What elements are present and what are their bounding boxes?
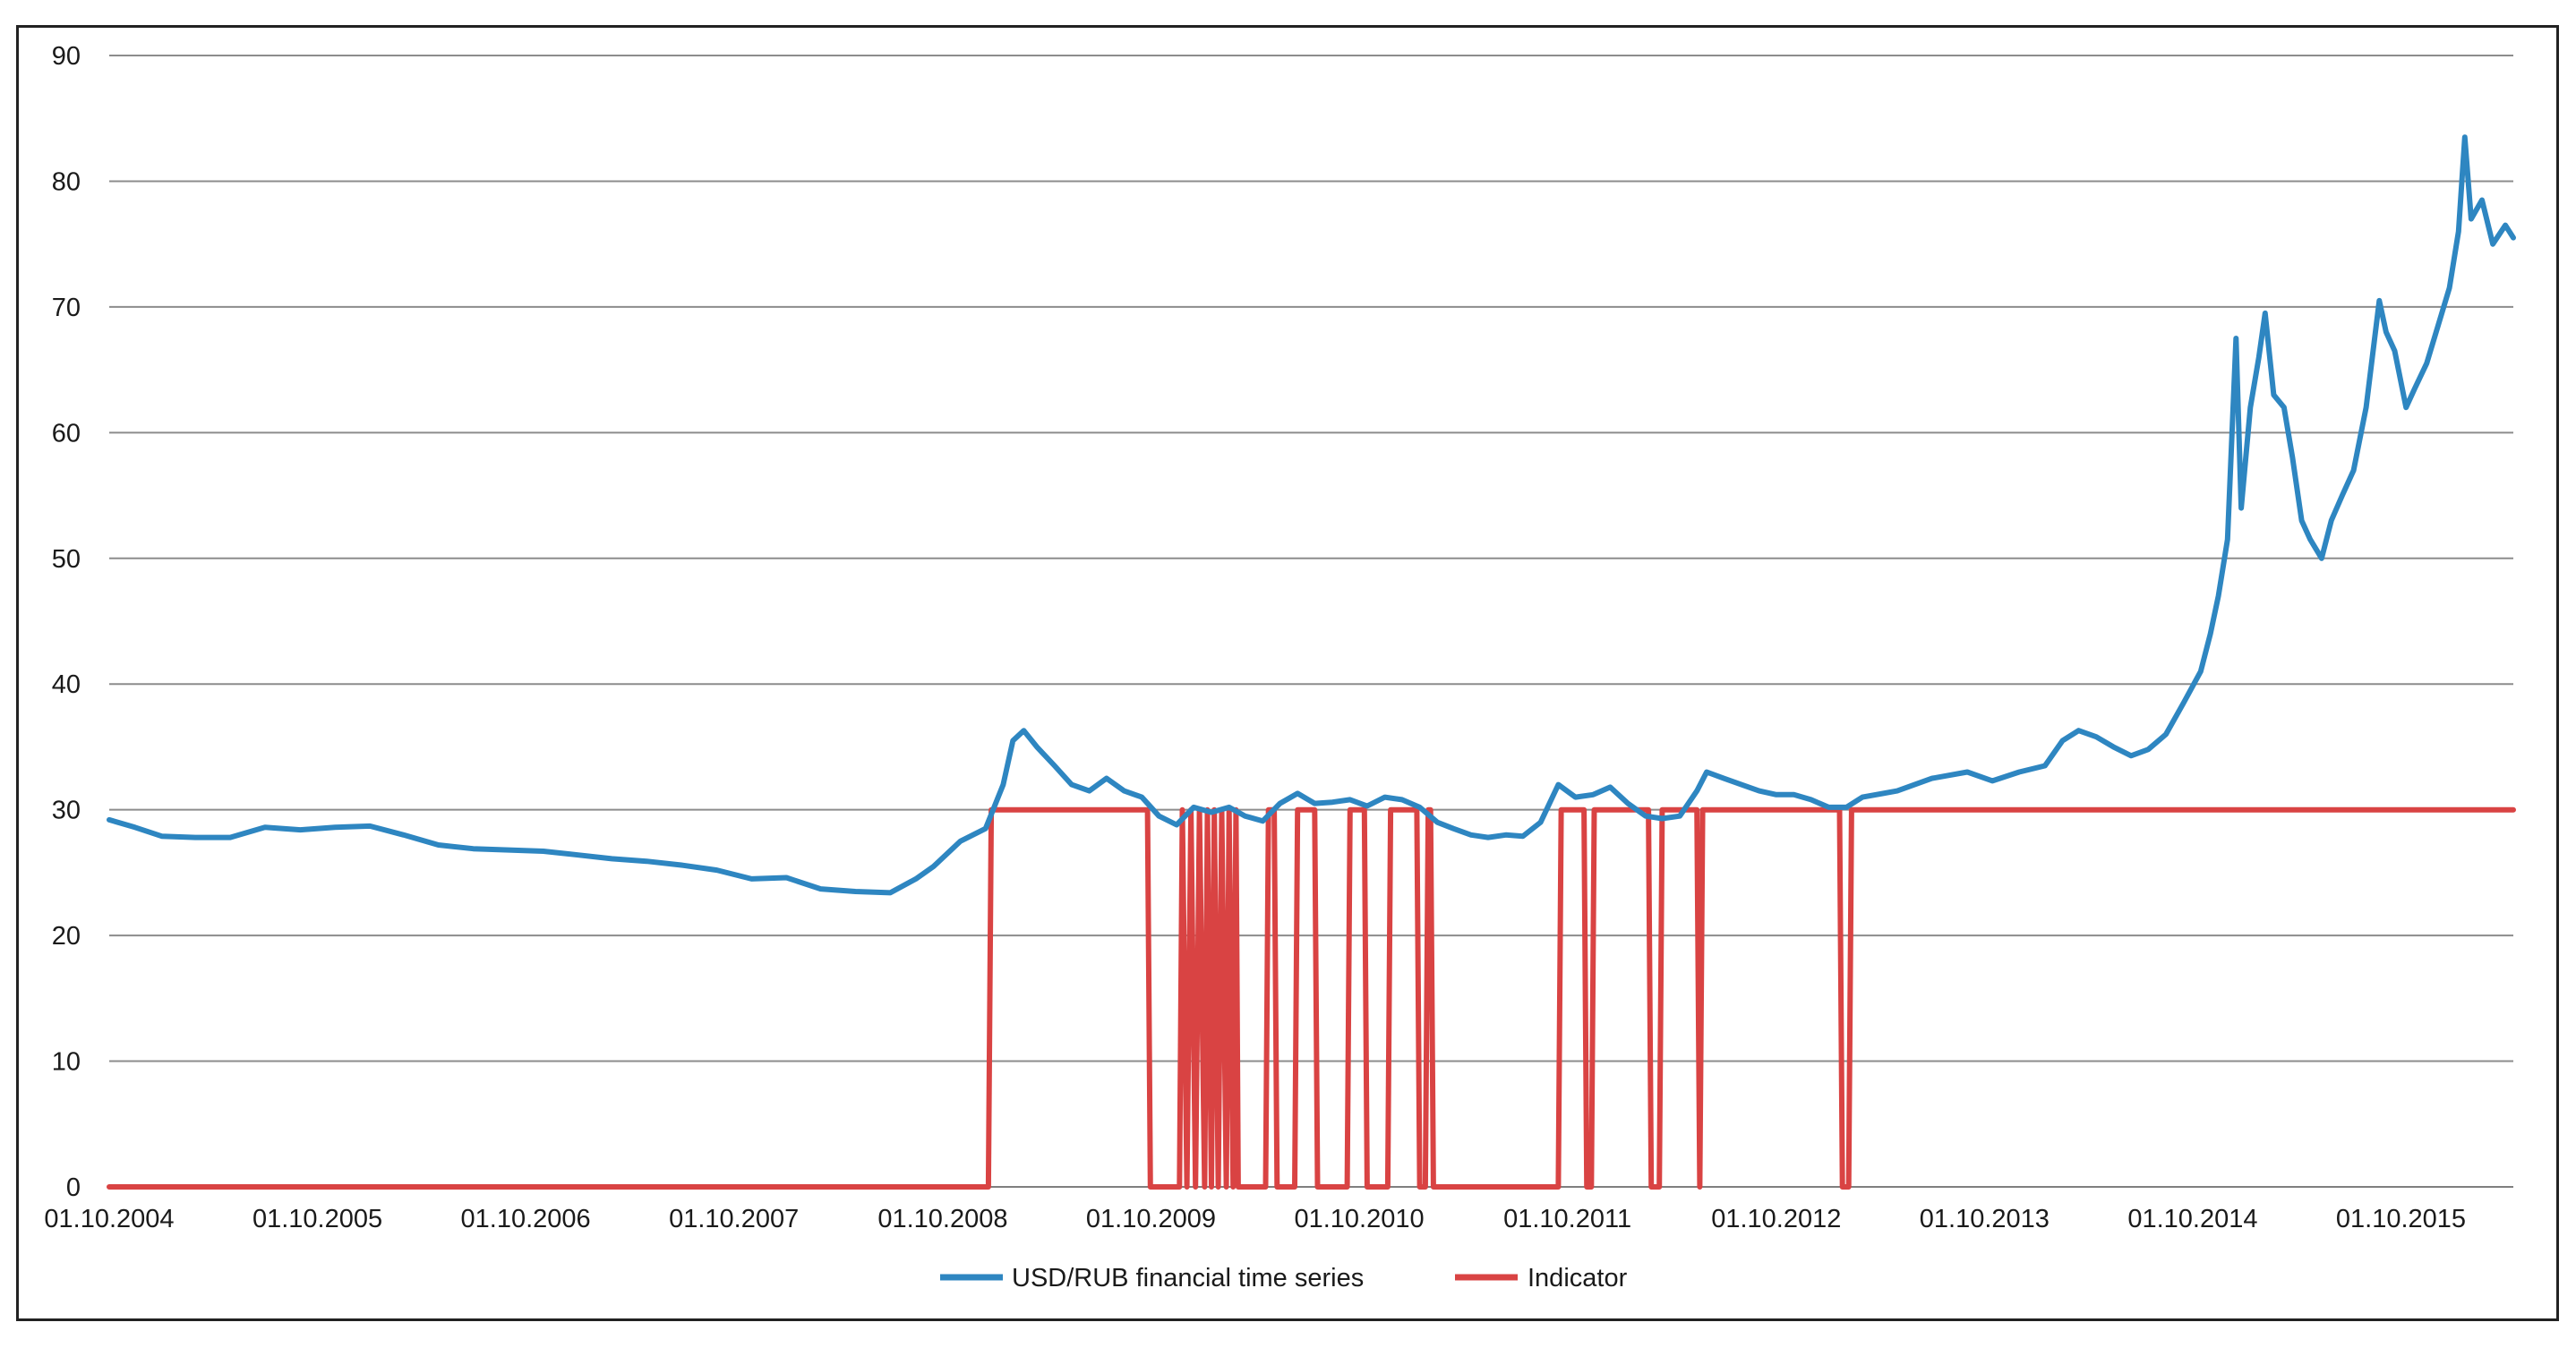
y-tick-label: 30 <box>52 797 81 825</box>
x-tick-label: 01.10.2014 <box>2127 1205 2257 1233</box>
x-tick-label: 01.10.2010 <box>1294 1205 1424 1233</box>
y-tick-label: 70 <box>52 294 81 322</box>
y-tick-label: 50 <box>52 545 81 574</box>
chart-frame <box>16 25 2559 1321</box>
y-tick-label: 0 <box>66 1173 81 1202</box>
gridlines <box>109 55 2513 1188</box>
x-tick-label: 01.10.2006 <box>461 1205 591 1233</box>
legend-item-indicator-label: Indicator <box>1528 1264 1628 1293</box>
x-tick-label: 01.10.2007 <box>669 1205 799 1233</box>
x-tick-label: 01.10.2004 <box>44 1205 174 1233</box>
x-axis-ticks: 01.10.2004 01.10.2005 01.10.2006 01.10.2007… <box>44 1205 2466 1233</box>
y-axis-ticks: 0 10 20 30 40 50 60 70 80 90 <box>52 42 81 1202</box>
x-tick-label: 01.10.2015 <box>2336 1205 2466 1233</box>
x-tick-label: 01.10.2005 <box>252 1205 382 1233</box>
y-tick-label: 40 <box>52 670 81 699</box>
y-tick-label: 10 <box>52 1048 81 1077</box>
y-tick-label: 20 <box>52 922 81 951</box>
y-tick-label: 90 <box>52 42 81 71</box>
legend-item-usd-rub-label: USD/RUB financial time series <box>1012 1264 1364 1293</box>
x-tick-label: 01.10.2011 <box>1503 1205 1631 1233</box>
x-tick-label: 01.10.2012 <box>1711 1205 1841 1233</box>
x-tick-label: 01.10.2008 <box>877 1205 1007 1233</box>
chart-series <box>107 134 2516 1190</box>
x-tick-label: 01.10.2009 <box>1086 1205 1216 1233</box>
series-line-indicator <box>107 806 2516 1190</box>
y-tick-label: 80 <box>52 167 81 196</box>
y-tick-label: 60 <box>52 419 81 448</box>
chart-legend: USD/RUB financial time series Indicator <box>940 1264 1628 1293</box>
x-tick-label: 01.10.2013 <box>1920 1205 2050 1233</box>
series-line-usd-rub <box>107 134 2516 896</box>
